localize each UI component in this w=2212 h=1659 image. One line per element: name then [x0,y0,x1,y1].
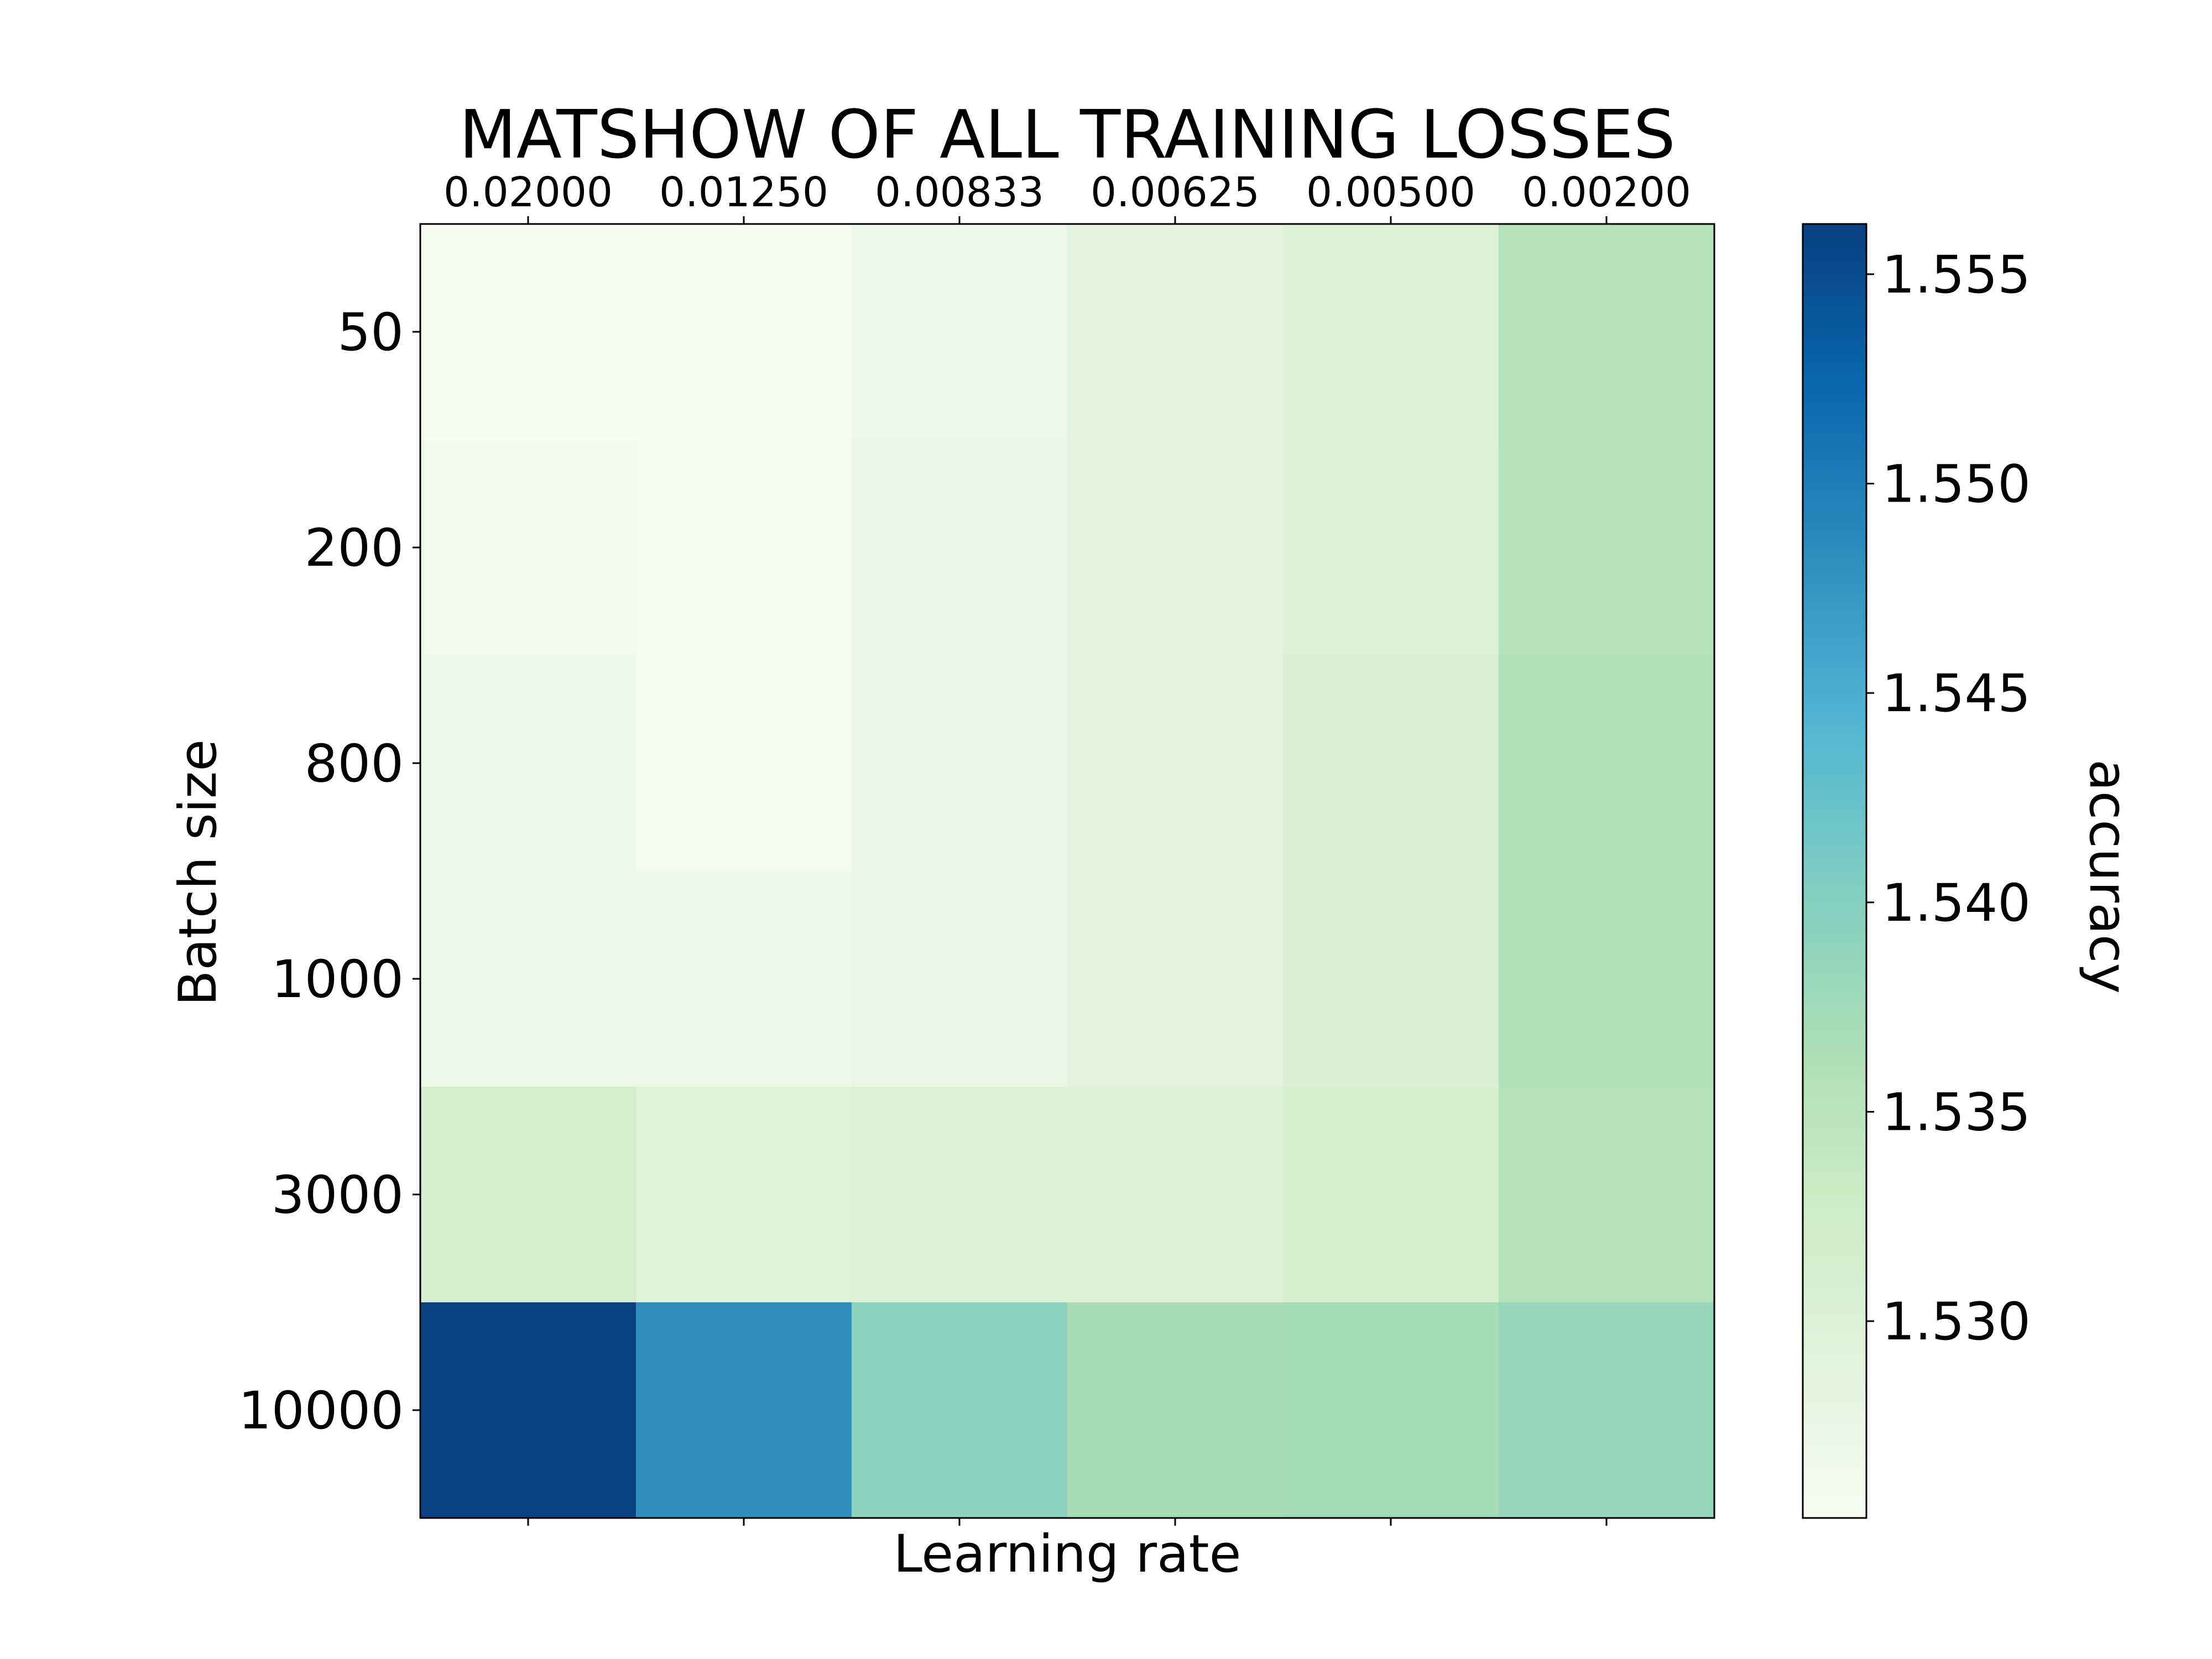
heatmap-cell [1067,1087,1284,1303]
y-tick-label: 10000 [238,1381,404,1441]
heatmap-cell [852,224,1068,440]
colorbar-tick-label: 1.550 [1882,455,2031,515]
y-tick-label: 1000 [272,950,404,1010]
heatmap-cell [852,1087,1068,1303]
heatmap-cell [420,224,637,440]
x-tick-label: 0.01250 [659,169,828,216]
heatmap-cell [636,1302,852,1519]
heatmap-cell [852,440,1068,656]
heatmap-cell [636,655,852,872]
heatmap-cell [636,871,852,1087]
heatmap-cell [420,1302,637,1519]
heatmap-cell [1067,871,1284,1087]
plot-frame [419,223,1715,1519]
colorbar-gradient [1802,223,1867,1519]
heatmap-cell [1283,655,1499,872]
heatmap-cell [1283,871,1499,1087]
y-tick-label: 50 [337,302,404,363]
heatmap-cell [420,440,637,656]
heatmap-cell [636,224,852,440]
colorbar-tick-label: 1.555 [1882,245,2031,305]
heatmap-cell [1067,655,1284,872]
heatmap-cells [420,224,1715,1519]
heatmap-cell [1283,440,1499,656]
heatmap-cell [1499,1087,1715,1303]
heatmap-cell [636,1087,852,1303]
x-axis-ticks: 0.02000 0.01250 0.00833 0.00625 0.00500 0.002… [444,169,1691,1526]
x-tick-label: 0.00500 [1306,169,1475,216]
heatmap-cell [1499,655,1715,872]
chart-title: MATSHOW OF ALL TRAINING LOSSES [459,97,1676,174]
heatmap-cell [852,1302,1068,1519]
heatmap-cell [636,440,852,656]
heatmap-cell [852,871,1068,1087]
y-tick-label: 3000 [272,1165,404,1225]
heatmap-cell [1283,224,1499,440]
y-axis-ticks: 50 200 800 1000 3000 10000 [238,302,420,1441]
heatmap-cell [420,1087,637,1303]
heatmap-cell [852,655,1068,872]
y-tick-label: 800 [305,734,404,794]
heatmap-cell [1499,871,1715,1087]
heatmap-cell [1499,224,1715,440]
colorbar-tick-label: 1.535 [1882,1082,2031,1142]
x-axis-label: Learning rate [894,1524,1241,1584]
heatmap-cell [1499,1302,1715,1519]
heatmap-cell [1067,224,1284,440]
colorbar-tick-label: 1.540 [1882,873,2031,933]
heatmap-cell [1283,1087,1499,1303]
x-tick-label: 0.02000 [444,169,613,216]
x-tick-label: 0.00833 [875,169,1044,216]
heatmap-cell [420,655,637,872]
heatmap-cell [1499,440,1715,656]
x-tick-label: 0.00625 [1091,169,1260,216]
heatmap-cell [1067,440,1284,656]
y-axis-label: Batch size [168,739,228,1006]
heatmap-cell [1067,1302,1284,1519]
heatmap-cell [420,871,637,1087]
colorbar-label: accuracy [2078,759,2138,994]
colorbar: 1.555 1.550 1.545 1.540 1.535 1.530 [1802,223,2031,1519]
heatmap-cell [1283,1302,1499,1519]
y-tick-label: 200 [305,518,404,578]
x-tick-label: 0.00200 [1522,169,1691,216]
colorbar-tick-label: 1.530 [1882,1292,2031,1352]
colorbar-tick-label: 1.545 [1882,664,2031,724]
